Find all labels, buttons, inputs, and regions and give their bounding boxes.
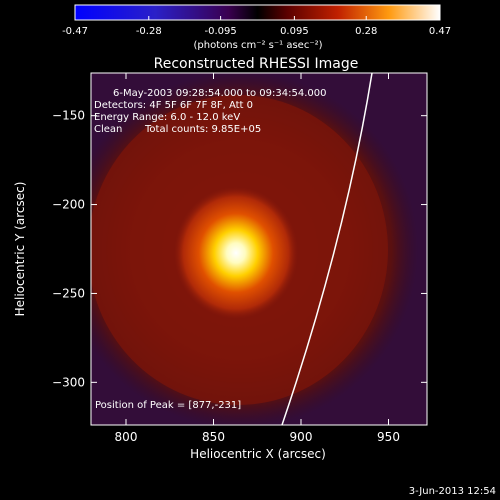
colorbar-ticks: -0.47 -0.28 -0.095 0.095 0.28 0.47 [62, 16, 451, 37]
colorbar-tick-label: -0.47 [62, 26, 88, 37]
colorbar-tick-label: 0.28 [355, 26, 377, 37]
colorbar [74, 4, 441, 21]
solar-limb [281, 73, 373, 425]
footer-date: 3-Jun-2013 12:54 [409, 486, 496, 497]
algorithm: Clean [94, 124, 122, 135]
x-tick-label: 900 [290, 430, 313, 444]
colorbar-tick-label: -0.095 [204, 26, 236, 37]
x-axis-ticks: 800 850 900 950 [115, 73, 400, 444]
total-counts: Total counts: 9.85E+05 [144, 124, 261, 135]
y-tick-label: −150 [52, 109, 85, 123]
y-tick-label: −300 [52, 375, 85, 389]
y-axis-label: Heliocentric Y (arcsec) [13, 182, 27, 317]
colorbar-units-label: (photons cm⁻² s⁻¹ asec⁻²) [193, 40, 322, 51]
y-tick-label: −200 [52, 198, 85, 212]
x-tick-label: 800 [115, 430, 138, 444]
time-range: 6-May-2003 09:28:54.000 to 09:34:54.000 [113, 88, 326, 99]
y-axis-ticks: −150 −200 −250 −300 [52, 109, 427, 389]
peak-source [174, 187, 298, 319]
detectors-info: Detectors: 4F 5F 6F 7F 8F, Att 0 [94, 100, 253, 111]
x-tick-label: 850 [202, 430, 225, 444]
image-area [91, 73, 427, 425]
y-tick-label: −250 [52, 286, 85, 300]
colorbar-tick-label: -0.28 [136, 26, 162, 37]
plot-frame [90, 72, 428, 426]
x-axis-label: Heliocentric X (arcsec) [190, 447, 326, 461]
peak-position: Position of Peak = [877,-231] [95, 400, 241, 411]
energy-range: Energy Range: 6.0 - 12.0 keV [94, 112, 240, 123]
plot-title: Reconstructed RHESSI Image [154, 56, 359, 72]
x-tick-label: 950 [377, 430, 400, 444]
colorbar-tick-label: 0.095 [280, 26, 309, 37]
colorbar-tick-label: 0.47 [429, 26, 451, 37]
